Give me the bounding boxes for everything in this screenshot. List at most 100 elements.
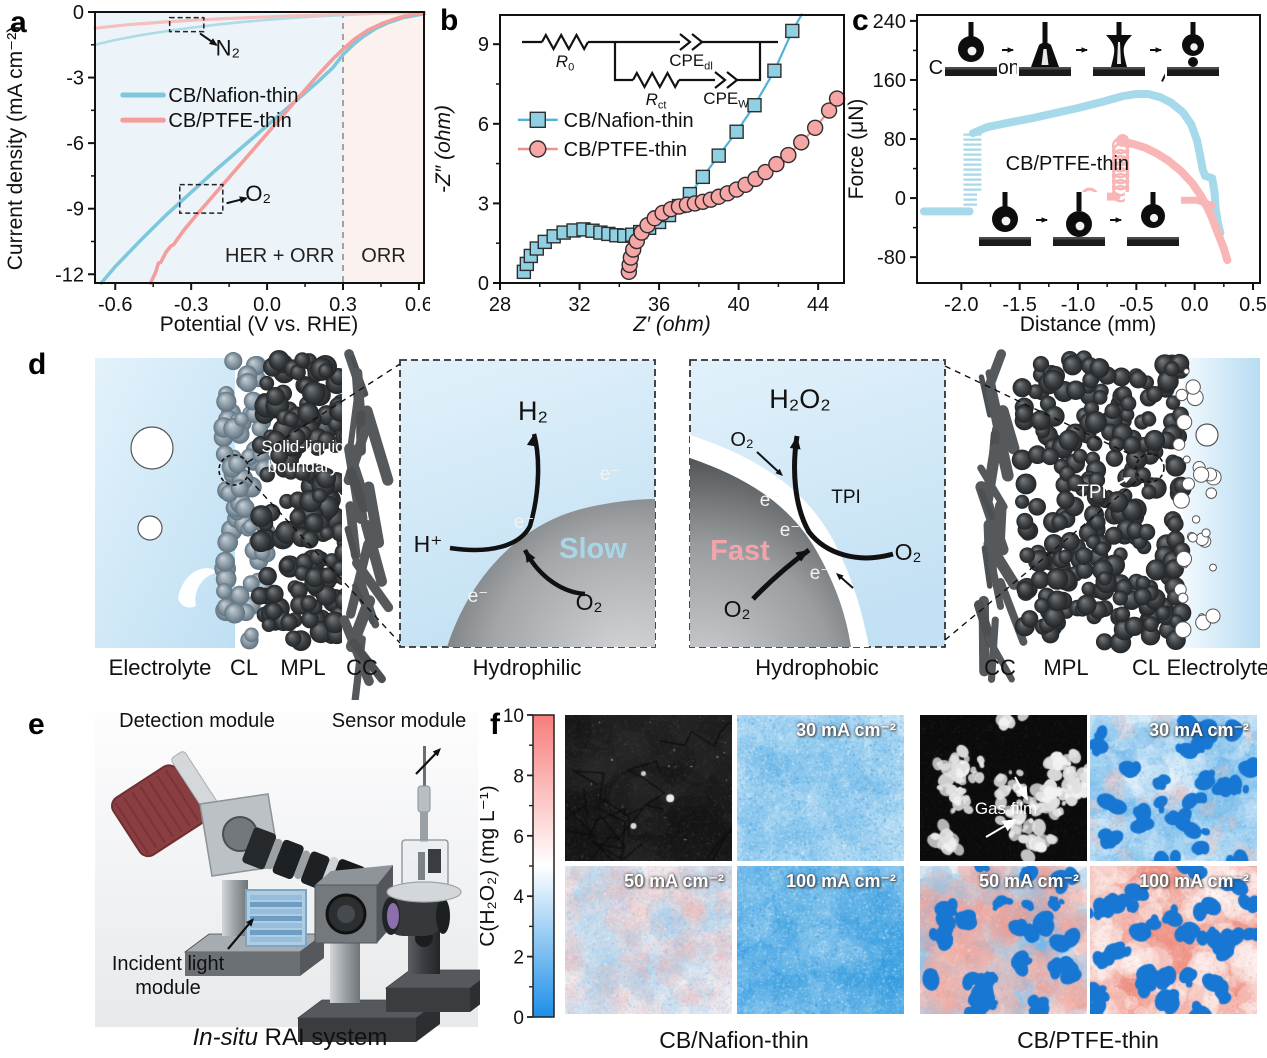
- caption-cc-right: CC: [984, 655, 1016, 680]
- svg-text:-Z″ (ohm): -Z″ (ohm): [432, 105, 455, 193]
- svg-text:44: 44: [807, 294, 829, 316]
- rai-image-nafion-100: 100 mA cm⁻²: [737, 866, 904, 1014]
- svg-text:O₂: O₂: [245, 181, 271, 206]
- rai-imaging-panel: 10 8 6 4 2 0 C(H₂O₂) (mg L⁻¹) 30 mA cm⁻² 50 mA…: [480, 700, 1267, 1058]
- svg-text:Potential (V vs. RHE): Potential (V vs. RHE): [160, 313, 358, 336]
- svg-text:Z′ (ohm): Z′ (ohm): [632, 313, 710, 336]
- svg-text:CB/PTFE-thin: CB/PTFE-thin: [1006, 153, 1129, 175]
- gas-film-label: Gas film: [975, 799, 1037, 818]
- svg-text:CB/PTFE-thin: CB/PTFE-thin: [168, 110, 291, 132]
- svg-text:O₂: O₂: [724, 596, 751, 622]
- rai-image-nafion-raw-canvas: [565, 715, 732, 861]
- svg-text:40: 40: [727, 294, 749, 316]
- svg-text:6: 6: [513, 827, 524, 848]
- group-caption-ptfe: CB/PTFE-thin: [1017, 1027, 1159, 1053]
- tile-label: 100 mA cm⁻²: [1139, 871, 1249, 891]
- svg-text:-3: -3: [66, 68, 84, 90]
- svg-text:32: 32: [568, 294, 590, 316]
- rai-image-ptfe-100-canvas: [1090, 866, 1257, 1014]
- tile-label: 30 mA cm⁻²: [796, 720, 896, 740]
- svg-text:Incident light: Incident light: [112, 953, 225, 975]
- svg-text:e⁻: e⁻: [760, 490, 781, 511]
- svg-text:O₂: O₂: [730, 429, 753, 451]
- svg-text:-80: -80: [877, 247, 906, 269]
- svg-text:e⁻: e⁻: [780, 520, 801, 541]
- svg-text:0.0: 0.0: [1181, 294, 1209, 316]
- gas-film-arrow-1: [1014, 776, 1028, 801]
- caption-hydrophobic: Hydrophobic: [755, 655, 879, 680]
- svg-text:CB/PTFE-thin: CB/PTFE-thin: [564, 139, 687, 161]
- svg-text:36: 36: [648, 294, 670, 316]
- panel-letter-f: f: [490, 708, 500, 741]
- svg-text:O₂: O₂: [576, 589, 603, 615]
- svg-text:0.6: 0.6: [405, 294, 430, 316]
- rai-image-ptfe-30-canvas: [1090, 715, 1257, 861]
- svg-text:-0.6: -0.6: [98, 294, 132, 316]
- svg-text:6: 6: [478, 114, 489, 136]
- rai-system-caption: In-situ RAI system: [193, 1024, 388, 1052]
- caption-electrolyte-right: Electrolyte: [1166, 655, 1267, 680]
- caption-insitu-italic: In-situ: [192, 1024, 258, 1051]
- svg-text:2: 2: [513, 948, 524, 969]
- svg-text:boundary: boundary: [268, 457, 339, 476]
- svg-text:0: 0: [513, 1008, 524, 1029]
- force-distance-chart: CB/Nafion-thinCB/PTFE-thin-2.0-1.5-1.0-0…: [845, 11, 1267, 336]
- svg-text:-2.0: -2.0: [944, 294, 978, 316]
- rai-image-ptfe-raw: Gas film: [920, 715, 1087, 861]
- svg-text:8: 8: [513, 766, 524, 787]
- svg-text:Detection module: Detection module: [119, 710, 275, 732]
- svg-text:0: 0: [73, 2, 84, 24]
- svg-text:9: 9: [478, 34, 489, 56]
- tile-label: 50 mA cm⁻²: [624, 871, 724, 891]
- svg-text:Sensor module: Sensor module: [332, 710, 467, 732]
- gas-film-annotation: Gas film: [975, 776, 1037, 838]
- svg-text:ORR: ORR: [361, 245, 405, 267]
- svg-text:Solid-liquid: Solid-liquid: [261, 437, 344, 456]
- panel-letter-b: b: [440, 4, 459, 37]
- svg-text:Slow: Slow: [559, 533, 627, 565]
- caption-insitu-rest: RAI system: [258, 1024, 388, 1051]
- panel-letter-a: a: [10, 6, 27, 39]
- svg-text:CPEdl: CPEdl: [669, 51, 713, 73]
- group-caption-nafion: CB/Nafion-thin: [659, 1027, 809, 1053]
- svg-text:4: 4: [513, 887, 524, 908]
- svg-text:CPEW: CPEW: [703, 89, 749, 111]
- svg-text:C(H₂O₂) (mg L⁻¹): C(H₂O₂) (mg L⁻¹): [480, 785, 499, 947]
- svg-text:Fast: Fast: [710, 535, 770, 567]
- panel-letter-c: c: [852, 4, 869, 37]
- svg-text:-6: -6: [66, 133, 84, 155]
- svg-text:-1.5: -1.5: [1002, 294, 1036, 316]
- rai-image-nafion-50-canvas: [565, 866, 732, 1014]
- rai-image-nafion-30-canvas: [737, 715, 904, 861]
- rai-image-ptfe-50-canvas: [920, 866, 1087, 1014]
- svg-text:Current density (mA cm⁻²): Current density (mA cm⁻²): [4, 26, 27, 270]
- rai-image-nafion-50: 50 mA cm⁻²: [565, 866, 732, 1014]
- h2o2-colorbar: 10 8 6 4 2 0 C(H₂O₂) (mg L⁻¹): [480, 706, 555, 1029]
- svg-text:CB/Nafion-thin: CB/Nafion-thin: [564, 110, 694, 132]
- svg-text:TPI: TPI: [831, 487, 861, 508]
- rai-image-ptfe-30: 30 mA cm⁻²: [1090, 715, 1257, 861]
- panel-letter-d: d: [28, 348, 47, 381]
- svg-text:R0: R0: [556, 52, 574, 74]
- svg-text:H₂O₂: H₂O₂: [769, 384, 830, 414]
- tile-label: 30 mA cm⁻²: [1149, 720, 1249, 740]
- caption-cl-right: CL: [1131, 655, 1161, 680]
- svg-text:Distance (mm): Distance (mm): [1020, 313, 1157, 336]
- tile-label: 50 mA cm⁻²: [979, 871, 1079, 891]
- svg-text:H₂: H₂: [518, 396, 548, 426]
- svg-text:TPI: TPI: [1077, 482, 1107, 503]
- tile-label: 100 mA cm⁻²: [786, 871, 896, 891]
- svg-text:e⁻: e⁻: [514, 512, 535, 533]
- caption-cc-left: CC: [346, 655, 378, 680]
- svg-text:0.0: 0.0: [253, 294, 281, 316]
- svg-text:-9: -9: [66, 199, 84, 221]
- rai-image-nafion-raw: [565, 715, 732, 861]
- svg-text:10: 10: [503, 706, 524, 727]
- rai-image-ptfe-raw-canvas: [920, 715, 1087, 861]
- rai-image-nafion-30: 30 mA cm⁻²: [737, 715, 904, 861]
- caption-mpl-left: MPL: [280, 655, 326, 680]
- svg-text:e⁻: e⁻: [468, 586, 489, 607]
- rai-image-nafion-100-canvas: [737, 866, 904, 1014]
